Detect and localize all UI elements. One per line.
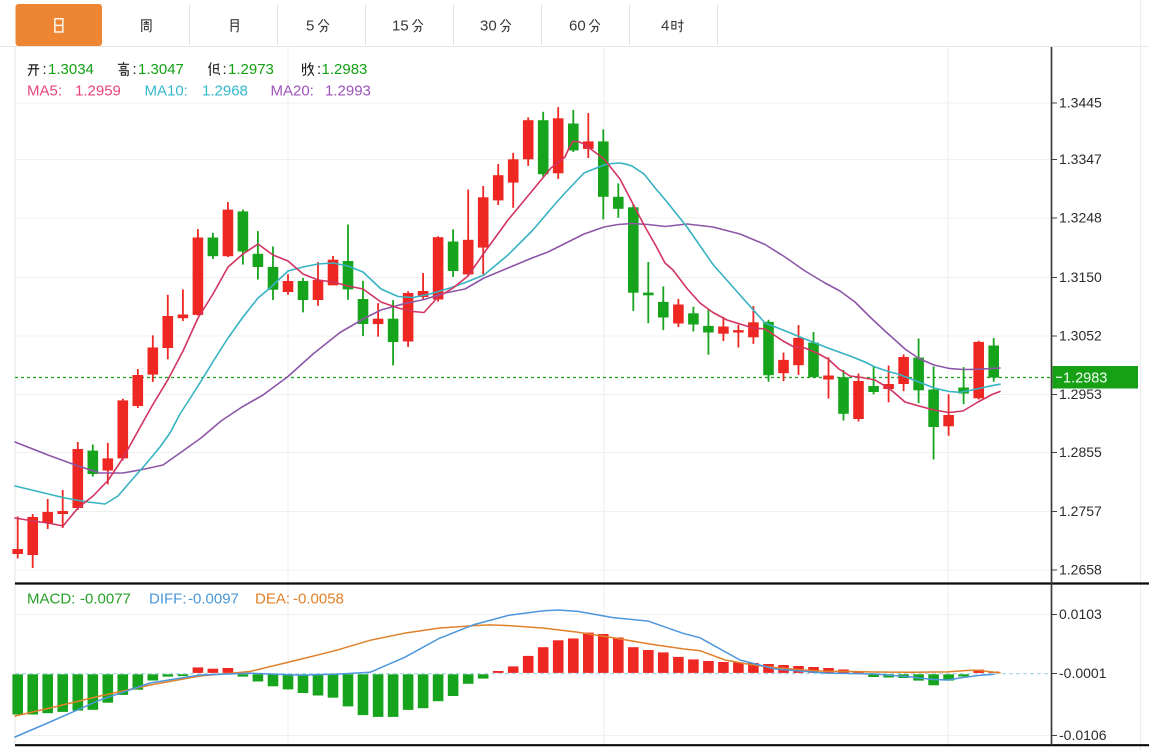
svg-text:1.2983: 1.2983 [1063, 371, 1107, 387]
svg-text:1.2959: 1.2959 [75, 83, 121, 100]
svg-text:1.2953: 1.2953 [1059, 386, 1102, 402]
svg-text:1.2973: 1.2973 [228, 61, 274, 78]
svg-text:MACD:: MACD: [27, 591, 75, 608]
svg-text:-0.0077: -0.0077 [80, 591, 131, 608]
svg-text:1.3034: 1.3034 [48, 61, 94, 78]
svg-text:1.3445: 1.3445 [1059, 95, 1102, 111]
svg-text:DIFF:: DIFF: [149, 591, 187, 608]
svg-text:-0.0058: -0.0058 [293, 591, 344, 608]
svg-text:1.3052: 1.3052 [1059, 328, 1102, 344]
svg-text::: : [133, 61, 137, 78]
svg-text:1.2983: 1.2983 [322, 61, 368, 78]
svg-text:1.2968: 1.2968 [202, 83, 248, 100]
svg-text:1.3248: 1.3248 [1059, 210, 1102, 226]
svg-text:1.2658: 1.2658 [1059, 562, 1102, 578]
svg-text:0.0103: 0.0103 [1059, 606, 1102, 622]
svg-text:15: 15 [392, 18, 409, 35]
svg-text:30: 30 [480, 18, 497, 35]
svg-text:1.2757: 1.2757 [1059, 503, 1102, 519]
svg-text:5: 5 [306, 18, 314, 35]
svg-text:1.2993: 1.2993 [325, 83, 371, 100]
svg-text:MA20:: MA20: [271, 83, 314, 100]
svg-text:-0.0001: -0.0001 [1059, 665, 1107, 681]
svg-text:-0.0106: -0.0106 [1059, 727, 1107, 743]
svg-text:60: 60 [569, 18, 586, 35]
svg-text::: : [317, 61, 321, 78]
svg-text:1.3047: 1.3047 [138, 61, 184, 78]
svg-text:1.3347: 1.3347 [1059, 151, 1102, 167]
svg-text:MA5:: MA5: [27, 83, 62, 100]
svg-text:MA10:: MA10: [145, 83, 188, 100]
svg-text::: : [43, 61, 47, 78]
svg-text::: : [223, 61, 227, 78]
svg-text:1.2855: 1.2855 [1059, 444, 1102, 460]
svg-text:-0.0097: -0.0097 [188, 591, 239, 608]
svg-text:4: 4 [661, 18, 669, 35]
svg-text:DEA:: DEA: [255, 591, 290, 608]
svg-text:1.3150: 1.3150 [1059, 269, 1102, 285]
